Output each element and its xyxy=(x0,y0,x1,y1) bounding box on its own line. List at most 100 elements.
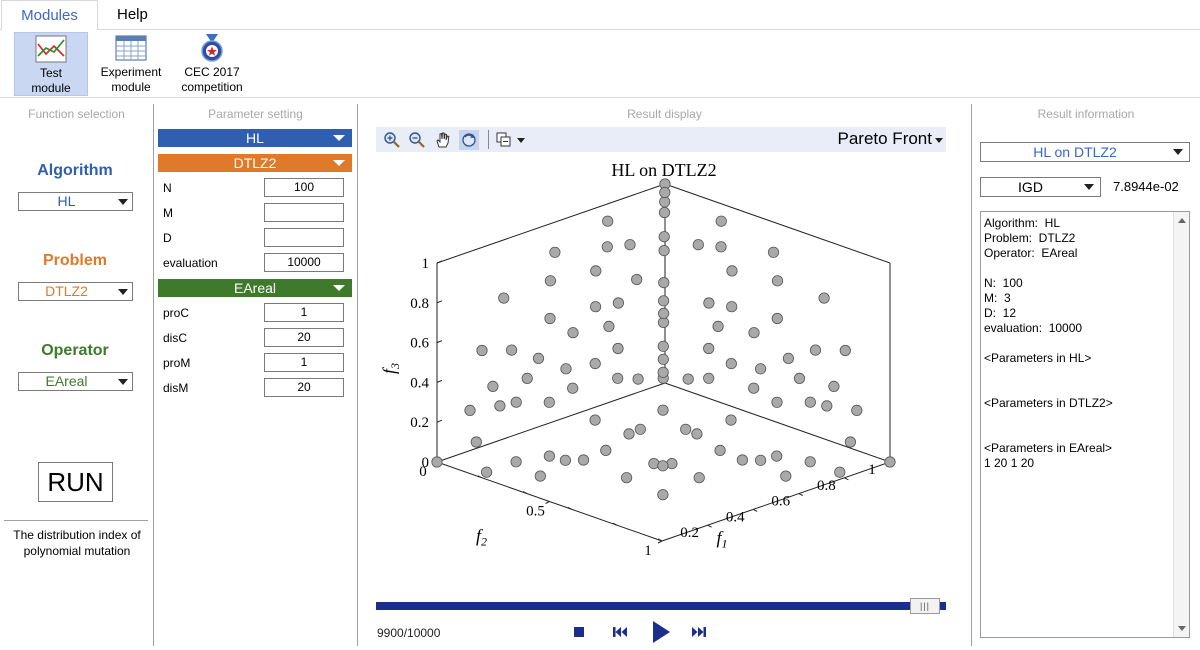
param-input-prom[interactable]: 1 xyxy=(264,353,344,372)
zoom-out-icon[interactable] xyxy=(407,130,427,150)
data-point xyxy=(703,342,715,355)
pareto-front-plot[interactable]: HL on DTLZ2 00.20.40.60.810.20.40.60.810… xyxy=(372,154,952,594)
problem-bar-label: DTLZ2 xyxy=(233,155,277,171)
result-info-textbox[interactable]: Algorithm: HL Problem: DTLZ2 Operator: E… xyxy=(980,211,1190,638)
chevron-down-icon xyxy=(333,160,345,166)
tab-help[interactable]: Help xyxy=(117,6,148,23)
data-point xyxy=(600,444,612,456)
view-selector-chevron-icon[interactable] xyxy=(935,138,943,143)
data-point xyxy=(543,396,555,408)
z-tick-label: 0.2 xyxy=(410,415,429,431)
operator-select[interactable]: EAreal xyxy=(18,372,133,391)
progress-text: 9900/10000 xyxy=(377,626,441,640)
data-point xyxy=(658,206,671,219)
data-point xyxy=(494,400,506,412)
param-input-disc[interactable]: 20 xyxy=(264,328,344,347)
operator-bar-label: EAreal xyxy=(233,280,277,296)
y-axis-label: f2 xyxy=(476,526,487,549)
data-point xyxy=(771,450,783,462)
info-scrollbar[interactable] xyxy=(1173,212,1189,637)
data-point xyxy=(601,241,613,253)
param-input-dism[interactable]: 20 xyxy=(264,378,344,397)
data-point xyxy=(544,312,556,325)
x-tick-label: 0.6 xyxy=(771,494,790,510)
test-module-button[interactable]: Test module xyxy=(14,32,88,96)
param-input-evaluation[interactable]: 10000 xyxy=(264,253,344,272)
data-point xyxy=(657,340,669,352)
scroll-down-icon[interactable] xyxy=(1178,626,1186,631)
view-selector[interactable]: Pareto Front xyxy=(837,129,933,148)
x-tick-label: 0.8 xyxy=(817,478,836,494)
tick-mark xyxy=(612,522,618,526)
data-point xyxy=(659,196,671,208)
z-axis-label: f3 xyxy=(379,363,402,374)
run-button[interactable]: RUN xyxy=(38,462,113,502)
step-back-icon[interactable] xyxy=(611,622,629,642)
operator-bar[interactable]: EAreal xyxy=(158,279,352,297)
experiment-module-label-2: module xyxy=(111,80,151,94)
pan-hand-icon[interactable] xyxy=(433,130,453,150)
cec-competition-button[interactable]: CEC 2017 competition xyxy=(174,32,250,96)
data-point xyxy=(589,358,601,370)
data-point xyxy=(657,460,669,472)
param-input-proc[interactable]: 1 xyxy=(264,303,344,322)
algorithm-select[interactable]: HL xyxy=(18,192,133,211)
tab-modules[interactable]: Modules xyxy=(1,0,98,31)
tick-mark xyxy=(752,508,758,512)
data-point xyxy=(657,307,670,319)
data-point xyxy=(543,450,555,462)
result-selector[interactable]: HL on DTLZ2 xyxy=(980,142,1190,162)
problem-select[interactable]: DTLZ2 xyxy=(18,282,133,301)
param-input-d[interactable] xyxy=(264,228,344,247)
param-input-m[interactable] xyxy=(264,203,344,222)
progress-track[interactable] xyxy=(376,602,946,610)
tick-mark xyxy=(657,538,663,542)
data-point xyxy=(481,466,493,478)
data-point xyxy=(726,265,738,277)
tick-mark xyxy=(844,477,849,481)
algorithm-bar[interactable]: HL xyxy=(158,129,352,147)
play-icon[interactable] xyxy=(649,619,673,645)
zoom-in-icon[interactable] xyxy=(382,130,402,150)
data-point xyxy=(714,444,726,456)
data-point xyxy=(612,342,624,355)
z-tick-label: 0.8 xyxy=(410,296,429,312)
tick-mark xyxy=(657,540,663,544)
x-axis-label: f1 xyxy=(716,528,727,551)
axis-edge xyxy=(664,183,891,264)
chevron-down-icon xyxy=(333,285,345,291)
tick-mark xyxy=(436,260,443,264)
data-point xyxy=(521,372,533,384)
stop-icon[interactable] xyxy=(572,622,586,642)
data-point xyxy=(470,436,482,448)
experiment-module-button[interactable]: Experiment module xyxy=(95,32,167,96)
algorithm-select-value: HL xyxy=(57,193,76,209)
data-point xyxy=(884,456,896,468)
experiment-module-label-1: Experiment xyxy=(100,65,162,79)
tick-mark xyxy=(798,493,804,497)
line-chart-icon xyxy=(35,35,67,63)
metric-select[interactable]: IGD xyxy=(980,177,1101,197)
data-point xyxy=(567,327,579,339)
step-forward-icon[interactable] xyxy=(690,622,708,642)
data-point xyxy=(804,396,816,408)
param-input-n[interactable]: 100 xyxy=(264,178,344,197)
rotate-icon[interactable] xyxy=(459,130,479,150)
chevron-down-icon[interactable] xyxy=(517,138,525,143)
data-point xyxy=(691,428,703,440)
data-point xyxy=(771,396,783,408)
plot-points xyxy=(431,178,896,501)
scroll-up-icon[interactable] xyxy=(1178,218,1186,223)
problem-bar[interactable]: DTLZ2 xyxy=(158,154,352,172)
data-point xyxy=(748,327,760,339)
progress-slider-thumb[interactable]: ||| xyxy=(910,598,940,614)
axis-edge xyxy=(436,183,666,264)
axis-edge xyxy=(436,382,666,463)
param-label-n: N xyxy=(163,181,172,195)
data-point xyxy=(657,295,670,307)
data-point xyxy=(680,423,692,435)
data-cursor-icon[interactable] xyxy=(495,130,515,150)
z-tick-label: 0.6 xyxy=(410,336,429,352)
parameter-setting-panel: Parameter setting xyxy=(154,104,357,650)
data-point xyxy=(771,312,783,325)
